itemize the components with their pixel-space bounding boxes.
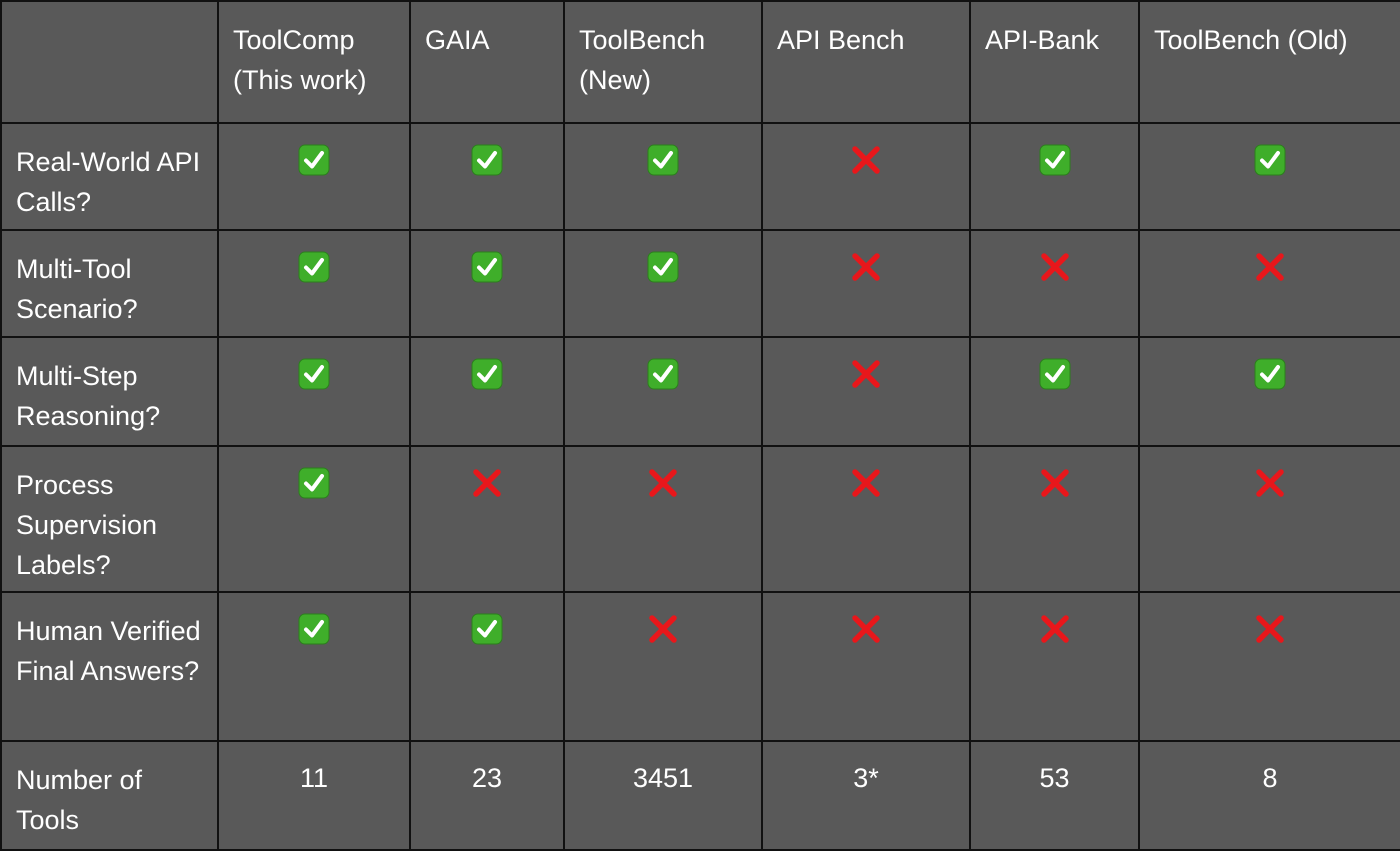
row-label: Number of Tools xyxy=(0,740,219,851)
value-cell: 8 xyxy=(1138,740,1400,851)
table-row: Real-World API Calls? xyxy=(0,122,1400,231)
icon-cell xyxy=(217,229,411,338)
column-header: ToolBench (Old) xyxy=(1138,0,1400,124)
icon-cell xyxy=(1138,336,1400,447)
value-cell: 11 xyxy=(217,740,411,851)
icon-cell xyxy=(217,591,411,742)
row-label: Process Supervision Labels? xyxy=(0,445,219,593)
icon-cell xyxy=(969,122,1140,231)
icon-cell xyxy=(761,122,971,231)
row-label: Multi-Tool Scenario? xyxy=(0,229,219,338)
cross-icon xyxy=(473,469,501,497)
cross-icon xyxy=(852,146,880,174)
icon-cell xyxy=(1138,229,1400,338)
icon-cell xyxy=(761,591,971,742)
cross-icon xyxy=(649,469,677,497)
check-icon xyxy=(298,251,330,283)
icon-cell xyxy=(761,445,971,593)
check-icon xyxy=(471,144,503,176)
cross-icon xyxy=(852,253,880,281)
value-cell: 23 xyxy=(409,740,565,851)
icon-cell xyxy=(409,591,565,742)
icon-cell xyxy=(563,122,763,231)
icon-cell xyxy=(217,445,411,593)
icon-cell xyxy=(409,336,565,447)
check-icon xyxy=(1039,144,1070,176)
icon-cell xyxy=(761,229,971,338)
icon-cell xyxy=(969,445,1140,593)
check-icon xyxy=(1254,144,1286,176)
icon-cell xyxy=(969,591,1140,742)
value-cell: 53 xyxy=(969,740,1140,851)
table-row: Number of Tools 11 23 3451 3* 53 8 xyxy=(0,740,1400,851)
cross-icon xyxy=(1040,469,1069,497)
icon-cell xyxy=(563,336,763,447)
icon-cell xyxy=(1138,122,1400,231)
cross-icon xyxy=(1040,253,1069,281)
cross-icon xyxy=(852,360,880,388)
cross-icon xyxy=(649,615,677,643)
icon-cell xyxy=(563,229,763,338)
check-icon xyxy=(1254,358,1286,390)
check-icon xyxy=(298,358,330,390)
icon-cell xyxy=(969,336,1140,447)
cross-icon xyxy=(1256,469,1284,497)
check-icon xyxy=(1039,358,1070,390)
check-icon xyxy=(298,144,330,176)
icon-cell xyxy=(409,229,565,338)
value-cell: 3* xyxy=(761,740,971,851)
cross-icon xyxy=(852,615,880,643)
corner-cell xyxy=(0,0,219,124)
cross-icon xyxy=(1256,253,1284,281)
icon-cell xyxy=(217,122,411,231)
icon-cell xyxy=(563,591,763,742)
icon-cell xyxy=(1138,591,1400,742)
column-header: API-Bank xyxy=(969,0,1140,124)
check-icon xyxy=(298,613,330,645)
icon-cell xyxy=(761,336,971,447)
table-row: Human Verified Final Answers? xyxy=(0,591,1400,742)
column-header: API Bench xyxy=(761,0,971,124)
column-header: ToolComp (This work) xyxy=(217,0,411,124)
row-label: Multi-Step Reasoning? xyxy=(0,336,219,447)
header-row: ToolComp (This work) GAIA ToolBench (New) A… xyxy=(0,0,1400,124)
cross-icon xyxy=(1040,615,1069,643)
icon-cell xyxy=(563,445,763,593)
check-icon xyxy=(647,251,679,283)
icon-cell xyxy=(409,122,565,231)
check-icon xyxy=(647,144,679,176)
table-row: Multi-Tool Scenario? xyxy=(0,229,1400,338)
cross-icon xyxy=(852,469,880,497)
row-label: Real-World API Calls? xyxy=(0,122,219,231)
value-cell: 3451 xyxy=(563,740,763,851)
check-icon xyxy=(471,251,503,283)
cross-icon xyxy=(1256,615,1284,643)
column-header: ToolBench (New) xyxy=(563,0,763,124)
table-row: Multi-Step Reasoning? xyxy=(0,336,1400,447)
icon-cell xyxy=(409,445,565,593)
check-icon xyxy=(471,358,503,390)
row-label: Human Verified Final Answers? xyxy=(0,591,219,742)
check-icon xyxy=(647,358,679,390)
icon-cell xyxy=(217,336,411,447)
check-icon xyxy=(298,467,330,499)
column-header: GAIA xyxy=(409,0,565,124)
table-row: Process Supervision Labels? xyxy=(0,445,1400,593)
icon-cell xyxy=(1138,445,1400,593)
icon-cell xyxy=(969,229,1140,338)
check-icon xyxy=(471,613,503,645)
